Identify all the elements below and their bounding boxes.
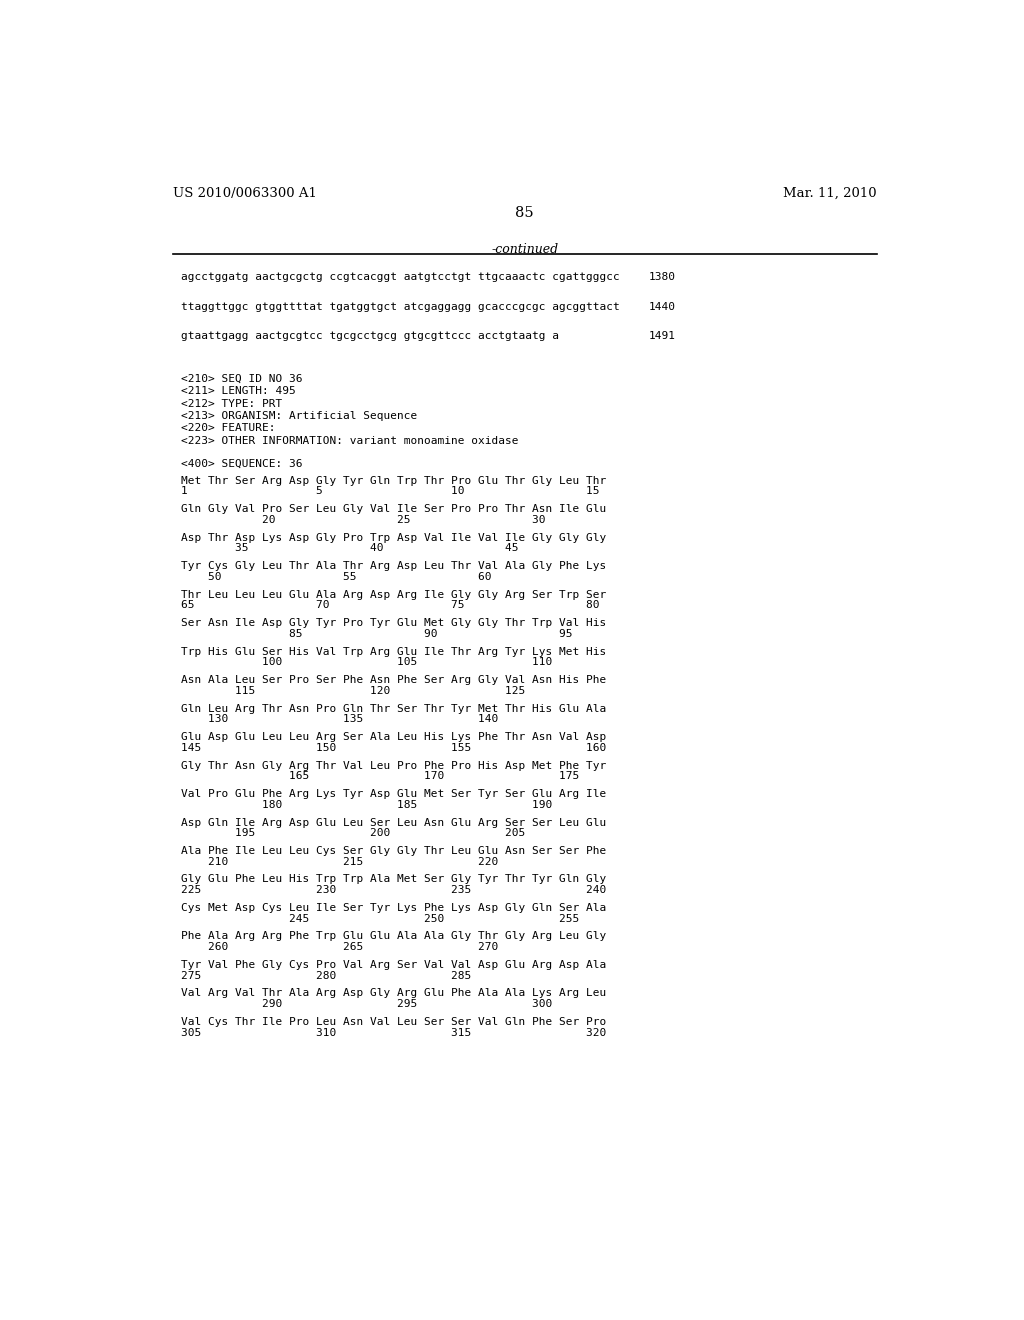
Text: Asp Thr Asp Lys Asp Gly Pro Trp Asp Val Ile Val Ile Gly Gly Gly: Asp Thr Asp Lys Asp Gly Pro Trp Asp Val … [180,533,606,543]
Text: 225                 230                 235                 240: 225 230 235 240 [180,886,606,895]
Text: Trp His Glu Ser His Val Trp Arg Glu Ile Thr Arg Tyr Lys Met His: Trp His Glu Ser His Val Trp Arg Glu Ile … [180,647,606,656]
Text: <400> SEQUENCE: 36: <400> SEQUENCE: 36 [180,459,302,469]
Text: 245                 250                 255: 245 250 255 [180,913,579,924]
Text: ttaggttggc gtggttttat tgatggtgct atcgaggagg gcacccgcgc agcggttact: ttaggttggc gtggttttat tgatggtgct atcgagg… [180,302,620,312]
Text: 165                 170                 175: 165 170 175 [180,771,579,781]
Text: <212> TYPE: PRT: <212> TYPE: PRT [180,399,282,409]
Text: 260                 265                 270: 260 265 270 [180,942,498,952]
Text: Val Pro Glu Phe Arg Lys Tyr Asp Glu Met Ser Tyr Ser Glu Arg Ile: Val Pro Glu Phe Arg Lys Tyr Asp Glu Met … [180,789,606,799]
Text: gtaattgagg aactgcgtcc tgcgcctgcg gtgcgttccc acctgtaatg a: gtaattgagg aactgcgtcc tgcgcctgcg gtgcgtt… [180,331,559,341]
Text: 85                  90                  95: 85 90 95 [180,628,572,639]
Text: 290                 295                 300: 290 295 300 [180,999,552,1010]
Text: US 2010/0063300 A1: US 2010/0063300 A1 [173,187,316,199]
Text: Gly Glu Phe Leu His Trp Trp Ala Met Ser Gly Tyr Thr Tyr Gln Gly: Gly Glu Phe Leu His Trp Trp Ala Met Ser … [180,875,606,884]
Text: Cys Met Asp Cys Leu Ile Ser Tyr Lys Phe Lys Asp Gly Gln Ser Ala: Cys Met Asp Cys Leu Ile Ser Tyr Lys Phe … [180,903,606,913]
Text: 20                  25                  30: 20 25 30 [180,515,545,525]
Text: Tyr Val Phe Gly Cys Pro Val Arg Ser Val Val Asp Glu Arg Asp Ala: Tyr Val Phe Gly Cys Pro Val Arg Ser Val … [180,960,606,970]
Text: Gln Gly Val Pro Ser Leu Gly Val Ile Ser Pro Pro Thr Asn Ile Glu: Gln Gly Val Pro Ser Leu Gly Val Ile Ser … [180,504,606,513]
Text: 1491: 1491 [649,331,676,341]
Text: 305                 310                 315                 320: 305 310 315 320 [180,1028,606,1038]
Text: 145                 150                 155                 160: 145 150 155 160 [180,743,606,752]
Text: 50                  55                  60: 50 55 60 [180,572,492,582]
Text: Mar. 11, 2010: Mar. 11, 2010 [783,187,877,199]
Text: agcctggatg aactgcgctg ccgtcacggt aatgtcctgt ttgcaaactc cgattgggcc: agcctggatg aactgcgctg ccgtcacggt aatgtcc… [180,272,620,282]
Text: 100                 105                 110: 100 105 110 [180,657,552,668]
Text: 35                  40                  45: 35 40 45 [180,544,518,553]
Text: Ser Asn Ile Asp Gly Tyr Pro Tyr Glu Met Gly Gly Thr Trp Val His: Ser Asn Ile Asp Gly Tyr Pro Tyr Glu Met … [180,618,606,628]
Text: 195                 200                 205: 195 200 205 [180,829,525,838]
Text: <211> LENGTH: 495: <211> LENGTH: 495 [180,387,296,396]
Text: -continued: -continued [492,243,558,256]
Text: Asn Ala Leu Ser Pro Ser Phe Asn Phe Ser Arg Gly Val Asn His Phe: Asn Ala Leu Ser Pro Ser Phe Asn Phe Ser … [180,675,606,685]
Text: Ala Phe Ile Leu Leu Cys Ser Gly Gly Thr Leu Glu Asn Ser Ser Phe: Ala Phe Ile Leu Leu Cys Ser Gly Gly Thr … [180,846,606,855]
Text: 1380: 1380 [649,272,676,282]
Text: 180                 185                 190: 180 185 190 [180,800,552,809]
Text: 85: 85 [515,206,535,220]
Text: <210> SEQ ID NO 36: <210> SEQ ID NO 36 [180,374,302,384]
Text: Thr Leu Leu Leu Glu Ala Arg Asp Arg Ile Gly Gly Arg Ser Trp Ser: Thr Leu Leu Leu Glu Ala Arg Asp Arg Ile … [180,590,606,599]
Text: <220> FEATURE:: <220> FEATURE: [180,424,275,433]
Text: Asp Gln Ile Arg Asp Glu Leu Ser Leu Asn Glu Arg Ser Ser Leu Glu: Asp Gln Ile Arg Asp Glu Leu Ser Leu Asn … [180,817,606,828]
Text: Tyr Cys Gly Leu Thr Ala Thr Arg Asp Leu Thr Val Ala Gly Phe Lys: Tyr Cys Gly Leu Thr Ala Thr Arg Asp Leu … [180,561,606,572]
Text: Met Thr Ser Arg Asp Gly Tyr Gln Trp Thr Pro Glu Thr Gly Leu Thr: Met Thr Ser Arg Asp Gly Tyr Gln Trp Thr … [180,475,606,486]
Text: Phe Ala Arg Arg Phe Trp Glu Glu Ala Ala Gly Thr Gly Arg Leu Gly: Phe Ala Arg Arg Phe Trp Glu Glu Ala Ala … [180,932,606,941]
Text: 115                 120                 125: 115 120 125 [180,686,525,696]
Text: Gln Leu Arg Thr Asn Pro Gln Thr Ser Thr Tyr Met Thr His Glu Ala: Gln Leu Arg Thr Asn Pro Gln Thr Ser Thr … [180,704,606,714]
Text: 275                 280                 285: 275 280 285 [180,970,471,981]
Text: <223> OTHER INFORMATION: variant monoamine oxidase: <223> OTHER INFORMATION: variant monoami… [180,436,518,446]
Text: <213> ORGANISM: Artificial Sequence: <213> ORGANISM: Artificial Sequence [180,411,417,421]
Text: Glu Asp Glu Leu Leu Arg Ser Ala Leu His Lys Phe Thr Asn Val Asp: Glu Asp Glu Leu Leu Arg Ser Ala Leu His … [180,733,606,742]
Text: Gly Thr Asn Gly Arg Thr Val Leu Pro Phe Pro His Asp Met Phe Tyr: Gly Thr Asn Gly Arg Thr Val Leu Pro Phe … [180,760,606,771]
Text: 210                 215                 220: 210 215 220 [180,857,498,867]
Text: 1                   5                   10                  15: 1 5 10 15 [180,487,599,496]
Text: 1440: 1440 [649,302,676,312]
Text: Val Cys Thr Ile Pro Leu Asn Val Leu Ser Ser Val Gln Phe Ser Pro: Val Cys Thr Ile Pro Leu Asn Val Leu Ser … [180,1016,606,1027]
Text: Val Arg Val Thr Ala Arg Asp Gly Arg Glu Phe Ala Ala Lys Arg Leu: Val Arg Val Thr Ala Arg Asp Gly Arg Glu … [180,989,606,998]
Text: 130                 135                 140: 130 135 140 [180,714,498,725]
Text: 65                  70                  75                  80: 65 70 75 80 [180,601,599,610]
